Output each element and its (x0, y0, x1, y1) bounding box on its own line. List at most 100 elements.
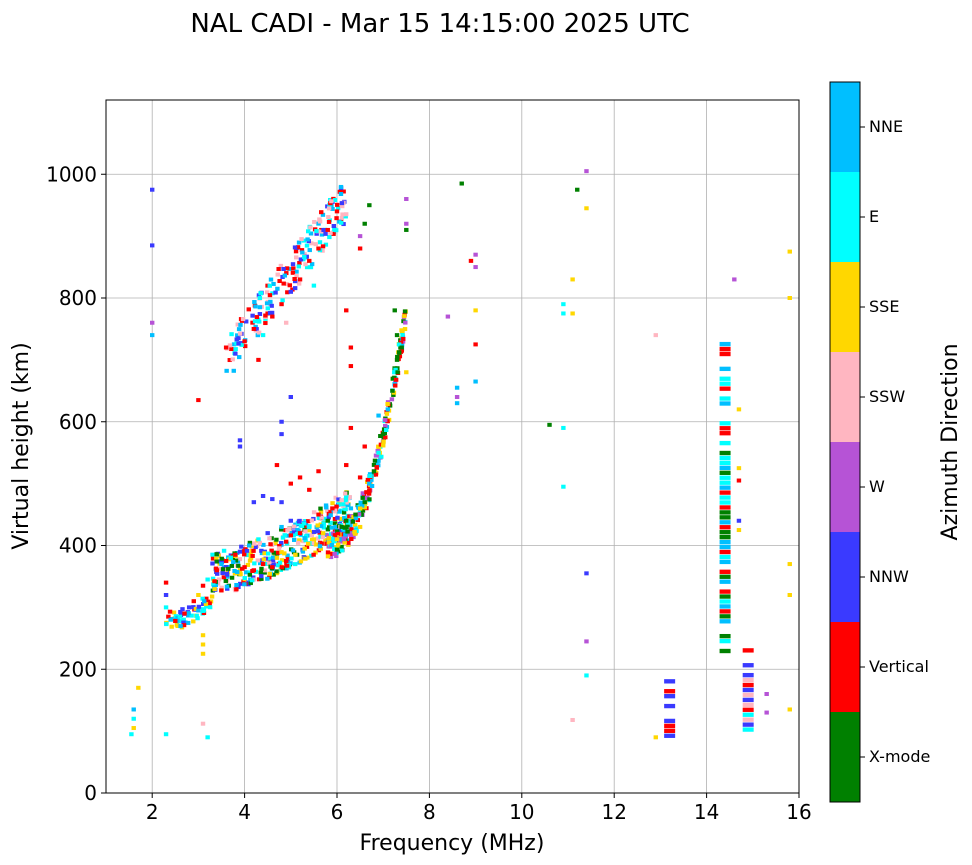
trace-point (203, 602, 209, 607)
trace-point (336, 531, 341, 536)
echo-point (219, 562, 224, 567)
trace-point (325, 204, 330, 209)
trace-point (306, 528, 312, 533)
echo-point (270, 565, 275, 570)
trace-point (332, 551, 337, 556)
trace-point (204, 604, 209, 609)
trace-point (283, 539, 289, 544)
trace-point (277, 279, 282, 284)
interference-segment (719, 495, 731, 500)
trace-point (181, 620, 186, 625)
trace-point (323, 538, 328, 543)
trace-point (193, 606, 199, 611)
trace-point (328, 555, 334, 560)
trace-point (243, 319, 249, 324)
trace-point (328, 551, 333, 556)
trace-point (271, 281, 276, 286)
trace-point (238, 581, 243, 586)
trace-point (250, 553, 255, 558)
trace-point (303, 262, 308, 267)
trace-point (189, 613, 194, 618)
trace-point (301, 238, 307, 243)
trace-point (279, 565, 285, 570)
trace-point (308, 231, 314, 236)
trace-point (210, 556, 216, 561)
echo-point (736, 478, 742, 483)
trace-point (220, 567, 226, 572)
trace-point (367, 488, 372, 493)
echo-point (344, 518, 349, 523)
trace-point (257, 312, 263, 317)
echo-point (251, 568, 257, 573)
trace-point (212, 579, 217, 584)
interference-segment (664, 728, 676, 733)
trace-point (181, 623, 187, 628)
echo-point (399, 345, 404, 350)
trace-point (381, 443, 386, 448)
trace-point (366, 491, 372, 496)
trace-point (209, 594, 215, 599)
trace-point (210, 561, 215, 566)
echo-point (182, 611, 187, 616)
echo-point (334, 209, 340, 214)
trace-point (230, 357, 235, 362)
trace-point (238, 572, 243, 577)
trace-point (309, 262, 315, 267)
trace-point (332, 198, 338, 203)
interference-segment (719, 450, 731, 456)
trace-point (324, 541, 329, 546)
echo-point (561, 302, 566, 307)
trace-point (314, 229, 319, 234)
trace-point (336, 497, 341, 502)
trace-point (381, 439, 386, 444)
echo-point (473, 379, 478, 384)
trace-point (294, 274, 299, 279)
echo-point (307, 258, 312, 263)
interference-segment (719, 490, 731, 495)
trace-point (360, 508, 366, 513)
trace-point (291, 533, 296, 538)
trace-point (341, 189, 346, 194)
trace-point (340, 204, 345, 209)
trace-point (325, 508, 330, 513)
colorbar-tick-label: Vertical (869, 657, 929, 676)
trace-point (244, 548, 250, 553)
echo-point (344, 308, 349, 313)
echo-point (404, 197, 409, 201)
trace-point (308, 225, 313, 230)
y-tick-label: 200 (59, 657, 97, 681)
trace-point (219, 588, 224, 593)
trace-point (292, 286, 298, 291)
echo-point (297, 531, 303, 536)
trace-point (267, 536, 272, 541)
trace-point (343, 498, 348, 503)
interference-segment (719, 431, 731, 436)
trace-point (383, 435, 388, 440)
trace-point (319, 210, 324, 215)
trace-point (326, 206, 332, 211)
trace-point (256, 330, 262, 335)
trace-point (302, 536, 307, 541)
echo-point (473, 252, 478, 257)
trace-point (285, 290, 290, 295)
trace-point (340, 212, 345, 217)
echo-point (279, 419, 284, 424)
trace-point (330, 501, 335, 506)
interference-segment (742, 682, 754, 688)
x-tick-label: 14 (694, 800, 719, 824)
echo-point (131, 726, 136, 731)
trace-point (254, 315, 260, 320)
trace-point (328, 520, 333, 525)
trace-point (356, 512, 362, 517)
echo-point (736, 528, 742, 533)
azimuth-colorbar: X-mode Vertical NNW W SSW SSE E NNE (829, 81, 930, 803)
trace-point (345, 529, 350, 534)
chart-title: NAL CADI - Mar 15 14:15:00 2025 UTC (190, 9, 689, 39)
trace-point (186, 613, 191, 618)
x-axis-ticks: 2 4 6 8 10 12 14 16 (146, 793, 812, 824)
trace-point (291, 524, 297, 529)
echo-point (381, 432, 386, 437)
trace-point (379, 454, 384, 459)
trace-point (326, 540, 332, 545)
colorbar-segment (830, 352, 860, 442)
